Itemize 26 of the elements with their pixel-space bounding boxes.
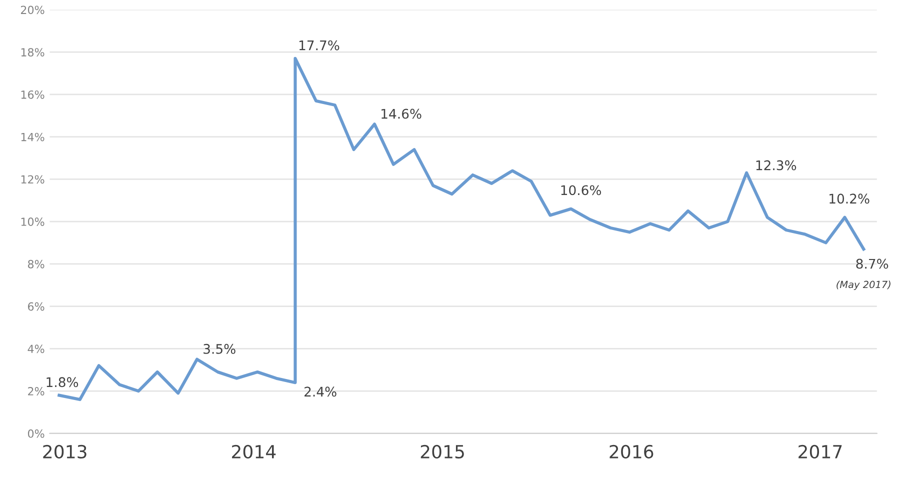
annotation: 17.7% bbox=[299, 40, 340, 50]
x-tick-label: 2015 bbox=[420, 444, 464, 459]
y-tick-label: 10% bbox=[21, 218, 44, 226]
y-tick-label: 2% bbox=[28, 387, 44, 396]
annotation: 8.7% bbox=[856, 258, 888, 269]
y-tick-label: 18% bbox=[21, 48, 44, 56]
annotation: 1.8% bbox=[46, 377, 78, 388]
y-tick-label: 12% bbox=[21, 175, 44, 184]
y-tick-label: 0% bbox=[28, 429, 44, 438]
annotation: 3.5% bbox=[204, 344, 236, 354]
annotation: 10.2% bbox=[830, 194, 870, 204]
y-tick-label: 6% bbox=[28, 302, 44, 311]
y-tick-label: 4% bbox=[28, 344, 44, 354]
x-tick-label: 2016 bbox=[610, 444, 654, 459]
y-tick-label: 20% bbox=[20, 6, 44, 14]
annotation: 10.6% bbox=[561, 185, 602, 196]
y-tick-label: 8% bbox=[28, 260, 44, 268]
x-tick-label: 2014 bbox=[232, 444, 276, 459]
x-tick-label: 2013 bbox=[43, 444, 86, 459]
annotation: 12.3% bbox=[756, 160, 796, 170]
annotation: (May 2017) bbox=[836, 280, 890, 290]
annotation: 14.6% bbox=[382, 108, 422, 119]
y-tick-label: 14% bbox=[21, 132, 44, 142]
y-tick-label: 16% bbox=[21, 90, 44, 99]
x-tick-label: 2017 bbox=[798, 444, 842, 459]
annotation: 2.4% bbox=[304, 386, 336, 397]
